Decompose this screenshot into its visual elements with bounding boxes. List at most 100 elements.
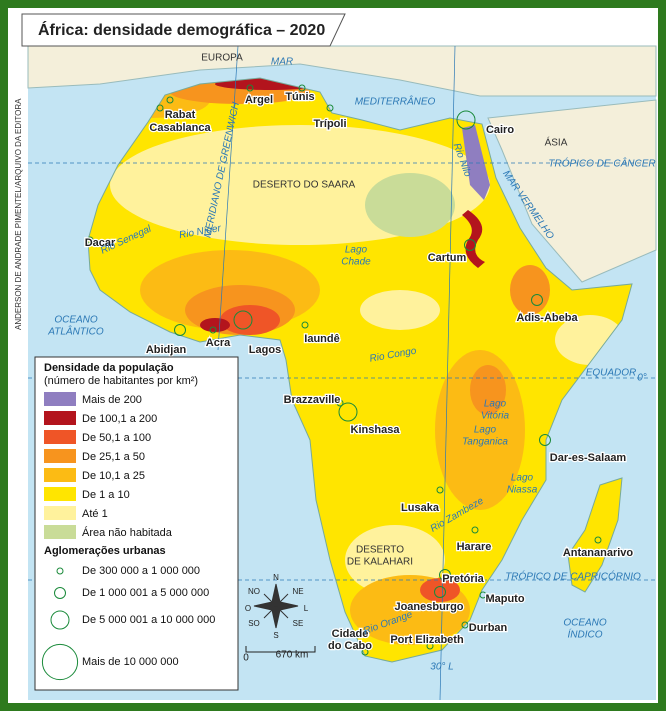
density-area	[220, 305, 280, 335]
legend-label: De 100,1 a 200	[82, 413, 157, 425]
legend-swatch	[44, 411, 76, 425]
place-label: Vitória	[481, 411, 510, 422]
place-label: ÍNDICO	[568, 628, 603, 641]
density-area	[462, 210, 485, 268]
city-marker	[326, 104, 334, 112]
place-label: Lago	[345, 245, 368, 256]
city-marker	[174, 324, 186, 336]
city-label: Abidjan	[146, 344, 187, 356]
compass-diag	[263, 593, 289, 619]
city-marker	[471, 526, 479, 534]
place-label: Lago	[474, 425, 497, 436]
city-label: Pretória	[442, 573, 484, 585]
legend-subtitle: (número de habitantes por km²)	[44, 375, 198, 387]
legend-swatch	[44, 506, 76, 520]
city-marker	[461, 621, 469, 629]
legend-label: De 5 000 001 a 10 000 000	[82, 614, 215, 626]
legend-label: De 300 000 a 1 000 000	[82, 565, 200, 577]
place-label: MAR	[271, 57, 293, 68]
legend-label: Mais de 200	[82, 394, 142, 406]
legend-label: De 1 a 10	[82, 489, 130, 501]
city-marker	[246, 84, 254, 92]
city-label: Casablanca	[149, 122, 211, 134]
place-label: TRÓPICO DE CÂNCER	[548, 157, 655, 170]
legend-label: De 25,1 a 50	[82, 451, 145, 463]
compass-label: O	[245, 604, 251, 613]
legend-label: De 1 000 001 a 5 000 000	[82, 587, 209, 599]
city-marker	[86, 236, 94, 244]
legend-swatch	[44, 449, 76, 463]
city-label: Durban	[469, 622, 508, 634]
legend-label: Mais de 10 000 000	[82, 656, 179, 668]
city-label: Dar-es-Salaam	[550, 452, 627, 464]
density-area	[365, 173, 455, 237]
city-label: Trípoli	[314, 118, 347, 130]
legend-title: Aglomerações urbanas	[44, 545, 166, 557]
density-area	[420, 578, 460, 602]
city-label: Lagos	[249, 344, 281, 356]
city-label: Lusaka	[401, 502, 440, 514]
city-label: do Cabo	[328, 640, 372, 652]
legend-circle	[54, 587, 66, 599]
asia-land	[487, 99, 657, 283]
place-label: 30° L	[430, 662, 453, 673]
compass-label: S	[273, 631, 278, 640]
city-marker	[336, 399, 344, 407]
city-marker	[434, 586, 446, 598]
place-label: ÁSIA	[545, 136, 568, 149]
city-marker	[209, 326, 217, 334]
legend-swatch	[44, 487, 76, 501]
place-label: EUROPA	[201, 53, 243, 64]
place-label: OCEANO	[563, 618, 607, 629]
legend-circle	[56, 567, 64, 575]
credit: ANDERSON DE ANDRADE PIMENTEL/ARQUIVO DA …	[14, 98, 23, 330]
city-marker	[531, 294, 543, 306]
legend: Densidade da população(número de habitan…	[34, 356, 239, 691]
city-label: Port Elizabeth	[390, 634, 464, 646]
city-label: Cidade	[332, 628, 369, 640]
legend-label: De 10,1 a 25	[82, 470, 145, 482]
compass-label: NE	[292, 587, 303, 596]
city-marker	[156, 104, 164, 112]
place-label: MEDITERRÂNEO	[355, 95, 436, 108]
legend-swatch	[44, 430, 76, 444]
scale-start: 0	[243, 653, 249, 664]
title-tab	[21, 13, 346, 47]
scale-bar	[245, 646, 316, 653]
greenwich	[217, 45, 239, 351]
city-marker	[426, 642, 434, 650]
city-label: Maputo	[485, 593, 524, 605]
city-marker	[338, 402, 358, 422]
legend-label: Área não habitada	[82, 526, 173, 539]
place-label: Niassa	[507, 485, 538, 496]
city-label: Dacar	[85, 237, 116, 249]
compass-label: SE	[293, 619, 304, 628]
place-label: DESERTO	[356, 545, 404, 556]
density-area	[462, 125, 490, 200]
city-label: Joanesburgo	[394, 601, 463, 613]
meridian-30	[439, 45, 456, 701]
city-label: Iaundê	[304, 333, 339, 345]
city-label: Kinshasa	[351, 424, 401, 436]
place-label: DE KALAHARI	[347, 557, 413, 568]
legend-swatch	[44, 468, 76, 482]
city-marker	[298, 84, 306, 92]
place-label: Lago	[484, 399, 507, 410]
city-marker	[456, 110, 476, 130]
density-area	[200, 318, 230, 332]
city-label: Cairo	[486, 124, 514, 136]
place-label: Tanganica	[462, 437, 508, 448]
city-label: Adis-Abeba	[516, 312, 578, 324]
city-marker	[439, 569, 451, 581]
legend-box	[34, 356, 239, 691]
city-label: Antananarivo	[563, 547, 634, 559]
place-label: DESERTO DO SAARA	[253, 180, 356, 191]
city-label: Argel	[245, 94, 273, 106]
legend-label: Até 1	[82, 508, 108, 520]
density-area	[470, 365, 506, 415]
europe-land	[27, 45, 657, 97]
legend-title: Densidade da população	[44, 362, 174, 374]
